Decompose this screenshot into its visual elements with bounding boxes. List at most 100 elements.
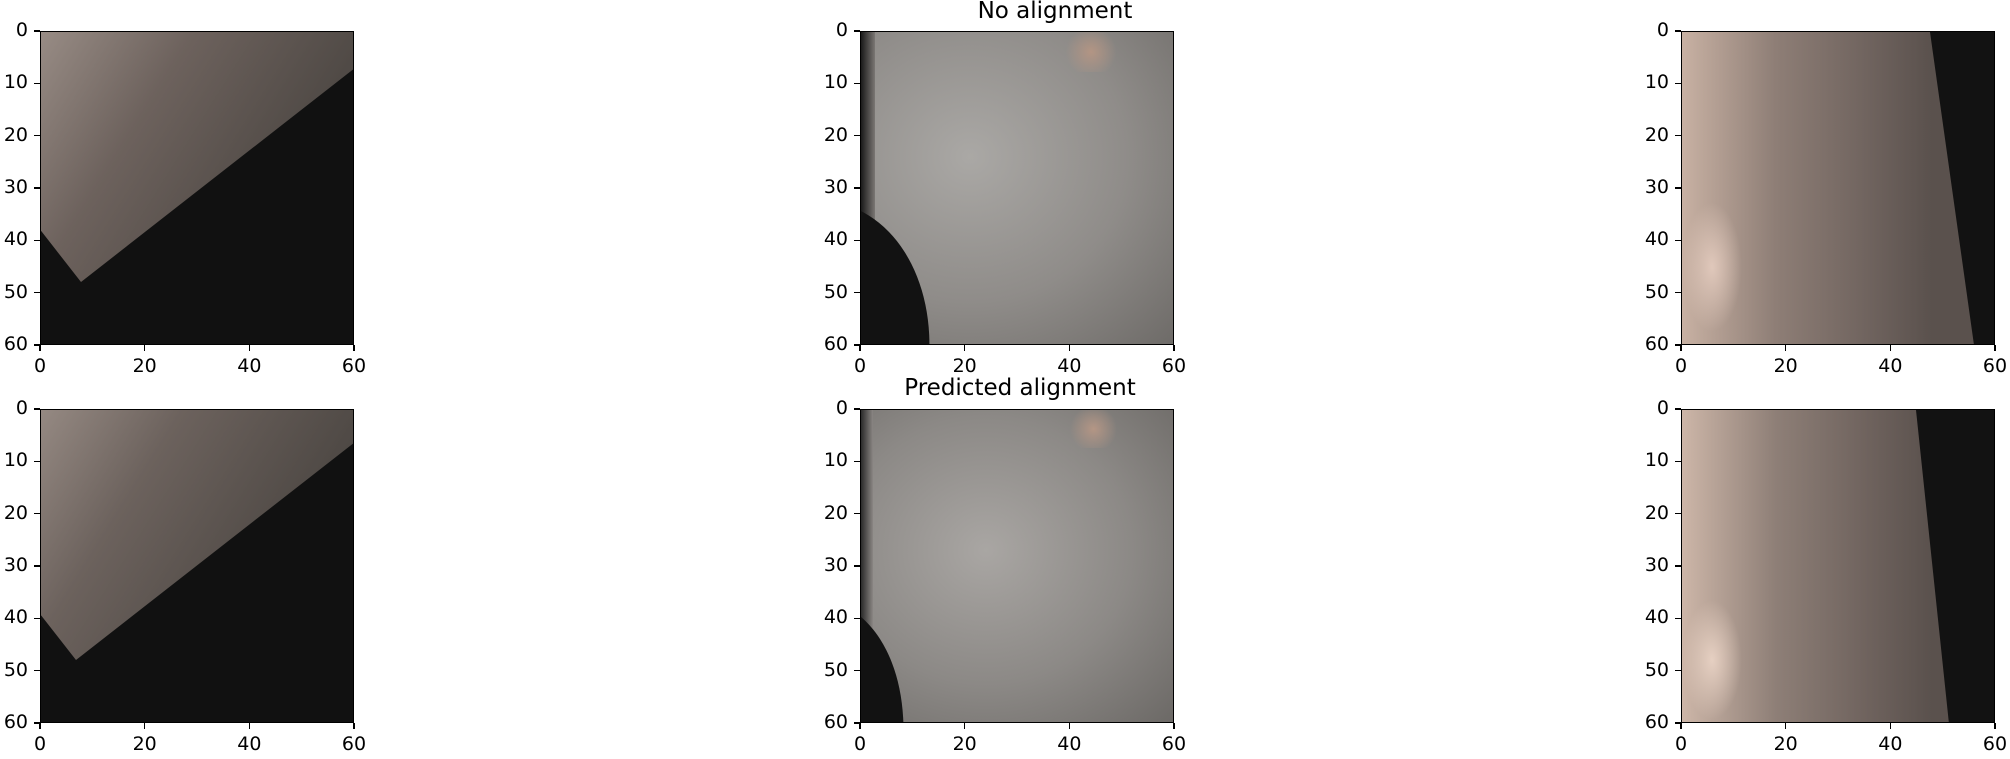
y-tick-label: 0 [835, 397, 848, 419]
y-tick-mark [1675, 291, 1681, 294]
y-tick-mark [34, 30, 40, 32]
y-tick-label: 30 [1644, 554, 1669, 576]
x-tick-mark [248, 723, 251, 729]
y-tick-label: 60 [1644, 711, 1669, 733]
y-tick-label: 20 [823, 501, 848, 524]
y-tick-label: 0 [15, 397, 28, 419]
y-tick-label: 30 [823, 554, 848, 576]
x-tick-label: 20 [952, 733, 977, 755]
y-tick-mark [854, 344, 860, 346]
y-tick-label: 30 [3, 554, 28, 576]
y-tick-label: 0 [15, 19, 28, 41]
panel-r1-c3 [1681, 31, 1995, 345]
x-tick-label: 40 [1878, 355, 1903, 377]
y-tick-label: 0 [1656, 397, 1669, 419]
y-tick-mark [34, 187, 40, 189]
y-tick-mark [1675, 82, 1681, 85]
x-tick-label: 0 [33, 733, 47, 755]
x-tick-mark [963, 345, 966, 351]
y-tick-mark [1675, 30, 1681, 32]
title-no-alignment: No alignment [977, 0, 1133, 24]
y-tick-mark [34, 82, 40, 85]
title-predicted-alignment: Predicted alignment [904, 375, 1136, 401]
x-tick-mark [1680, 723, 1682, 729]
y-tick-label: 40 [823, 606, 848, 629]
y-tick-mark [34, 134, 40, 137]
y-tick-mark [1675, 344, 1681, 346]
x-tick-label: 40 [237, 733, 262, 755]
x-tick-label: 0 [1674, 733, 1688, 755]
y-tick-mark [1675, 408, 1681, 410]
y-tick-mark [854, 291, 860, 294]
x-tick-mark [143, 345, 146, 351]
x-tick-label: 40 [1878, 733, 1903, 755]
x-tick-label: 0 [853, 733, 867, 755]
y-tick-label: 10 [823, 449, 848, 472]
y-tick-label: 40 [3, 606, 28, 629]
y-tick-label: 60 [823, 333, 848, 355]
x-tick-label: 40 [1057, 733, 1082, 755]
y-tick-mark [34, 460, 40, 463]
panel-r2-c1 [40, 409, 354, 723]
y-tick-mark [854, 460, 860, 463]
x-tick-label: 60 [1982, 355, 2008, 377]
y-tick-mark [1675, 512, 1681, 515]
y-tick-mark [854, 134, 860, 137]
y-tick-label: 10 [3, 71, 28, 94]
x-tick-mark [1784, 723, 1787, 729]
x-tick-label: 0 [853, 355, 867, 377]
y-tick-mark [854, 722, 860, 724]
y-tick-mark [34, 669, 40, 672]
x-tick-mark [859, 723, 861, 729]
x-tick-label: 0 [33, 355, 47, 377]
x-tick-label: 60 [1982, 733, 2008, 755]
y-tick-label: 50 [1644, 658, 1669, 681]
x-tick-mark [353, 345, 355, 351]
x-tick-label: 60 [1161, 355, 1187, 377]
y-tick-mark [34, 565, 40, 567]
x-tick-label: 20 [132, 733, 157, 755]
y-tick-label: 50 [1644, 280, 1669, 303]
y-tick-mark [1675, 239, 1681, 242]
y-tick-mark [854, 565, 860, 567]
x-tick-mark [1784, 345, 1787, 351]
x-tick-mark [39, 723, 41, 729]
y-tick-mark [1675, 134, 1681, 137]
y-tick-mark [1675, 187, 1681, 189]
y-tick-label: 50 [3, 658, 28, 681]
y-tick-label: 50 [823, 280, 848, 303]
x-tick-mark [1680, 345, 1682, 351]
y-tick-label: 50 [3, 280, 28, 303]
y-tick-label: 60 [3, 711, 28, 733]
x-tick-mark [1994, 345, 1996, 351]
x-tick-label: 0 [1674, 355, 1688, 377]
x-tick-mark [963, 723, 966, 729]
x-tick-label: 60 [1161, 733, 1187, 755]
panel-r1-c2 [860, 31, 1174, 345]
x-tick-label: 60 [341, 355, 367, 377]
y-tick-mark [34, 617, 40, 620]
y-tick-mark [34, 239, 40, 242]
y-tick-mark [34, 512, 40, 515]
x-tick-mark [1889, 345, 1892, 351]
y-tick-label: 40 [1644, 228, 1669, 251]
x-tick-mark [1173, 723, 1175, 729]
x-tick-mark [1068, 345, 1071, 351]
y-tick-mark [34, 722, 40, 724]
y-tick-label: 60 [3, 333, 28, 355]
y-tick-label: 40 [823, 228, 848, 251]
y-tick-label: 20 [3, 501, 28, 524]
y-tick-label: 10 [1644, 71, 1669, 94]
y-tick-label: 10 [823, 71, 848, 94]
x-tick-mark [1889, 723, 1892, 729]
y-tick-mark [1675, 669, 1681, 672]
y-tick-mark [1675, 722, 1681, 724]
x-tick-mark [248, 345, 251, 351]
y-tick-mark [854, 512, 860, 515]
y-tick-label: 60 [823, 711, 848, 733]
x-tick-mark [1994, 723, 1996, 729]
y-tick-mark [854, 82, 860, 85]
y-tick-label: 30 [1644, 176, 1669, 198]
y-tick-mark [854, 187, 860, 189]
y-tick-mark [34, 344, 40, 346]
